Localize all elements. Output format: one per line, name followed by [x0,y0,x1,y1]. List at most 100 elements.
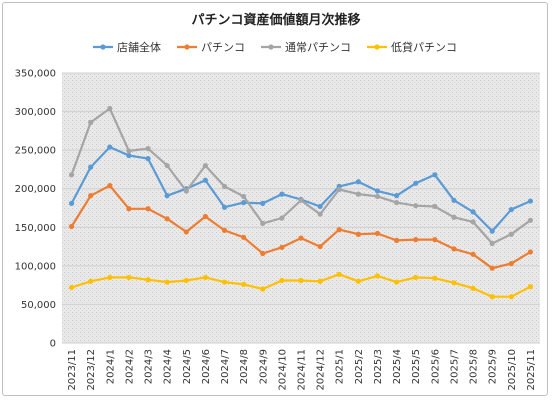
series-4 [68,271,534,300]
data-point [260,250,266,257]
data-point [221,204,228,210]
x-tick-label: 2025/5 [411,349,422,384]
x-tick-label: 2024/6 [201,349,212,384]
data-point [432,275,438,281]
data-point [413,180,419,186]
data-point [336,227,342,233]
data-point [470,251,476,257]
data-point [298,197,304,203]
data-point [317,211,323,217]
data-point [355,191,361,197]
data-point [336,271,342,277]
data-point [413,237,419,243]
data-point [221,183,228,189]
data-point [279,191,285,197]
data-point [527,249,534,255]
x-tick-label: 2024/12 [316,349,327,391]
data-point [508,206,514,213]
data-point [451,280,457,286]
data-point [508,231,514,237]
y-tick-label: 100,000 [15,261,56,272]
data-point [88,193,94,199]
x-tick-label: 2024/2 [124,349,135,384]
data-point [88,164,94,170]
data-point [145,206,151,212]
data-point [126,206,132,212]
data-point [298,235,304,241]
data-point [126,152,132,159]
legend-label: 低貸パチンコ [391,40,457,54]
data-point [145,277,151,283]
x-tick-label: 2025/1 [335,349,346,384]
legend: 店舗全体 パチンコ 通常パチンコ 低貸パチンコ [93,40,457,54]
data-point [355,278,361,284]
data-point [527,198,534,204]
data-point [279,244,285,250]
series-2 [68,183,534,271]
legend-label: 店舗全体 [117,40,161,54]
x-tick-label: 2023/11 [67,349,78,391]
x-tick-label: 2025/7 [449,349,460,384]
data-point [374,273,381,279]
data-point [432,237,438,243]
y-tick-label: 200,000 [15,184,56,195]
legend-item: 低貸パチンコ [367,40,457,54]
data-point [317,203,323,210]
data-point [145,146,151,152]
x-tick-label: 2024/3 [144,349,155,384]
data-point [374,230,381,237]
series-3 [68,105,534,247]
data-point [260,200,266,206]
x-tick-label: 2024/11 [297,349,308,391]
data-point [394,279,400,285]
data-point [489,294,495,300]
x-tick-label: 2023/12 [86,349,97,391]
chart-title: パチンコ資産価値額月次推移 [191,12,360,28]
data-point [183,229,189,235]
x-axis: 2023/11 2023/12 2024/1 2024/2 2024/3 2024/4 20… [67,349,537,391]
series-layer [68,105,534,300]
legend-label: 通常パチンコ [285,41,351,54]
data-point [107,274,113,281]
data-point [164,193,170,199]
data-point [221,227,228,233]
data-point [489,228,495,234]
data-point [374,193,381,200]
data-point [432,172,438,178]
data-point [107,105,113,112]
x-tick-label: 2024/4 [163,349,174,384]
legend-item: 通常パチンコ [261,41,351,54]
legend-swatch-marker [374,44,380,50]
data-point [183,188,189,194]
data-point [241,234,247,240]
data-point [317,278,323,284]
data-point [88,278,94,284]
data-point [489,240,495,247]
x-tick-label: 2024/8 [239,349,250,384]
data-point [470,285,476,291]
data-point [241,281,247,287]
data-point [279,215,285,221]
data-point [470,219,476,225]
data-point [355,231,361,237]
data-point [336,186,342,193]
x-tick-label: 2025/9 [488,349,499,384]
y-tick-label: 150,000 [15,223,56,234]
legend-item: パチンコ [177,41,245,54]
data-point [508,294,514,300]
data-point [145,156,151,162]
data-point [68,200,75,206]
x-tick-label: 2025/11 [526,349,537,391]
y-tick-label: 250,000 [15,146,56,157]
data-point [164,279,170,285]
x-tick-label: 2024/1 [105,349,116,384]
data-point [241,200,247,206]
data-point [451,197,457,203]
data-point [489,265,495,271]
legend-swatch-marker [100,44,106,50]
data-point [527,284,534,290]
data-point [202,274,208,281]
data-point [394,237,400,243]
x-tick-label: 2025/10 [507,349,518,391]
data-point [68,223,75,230]
